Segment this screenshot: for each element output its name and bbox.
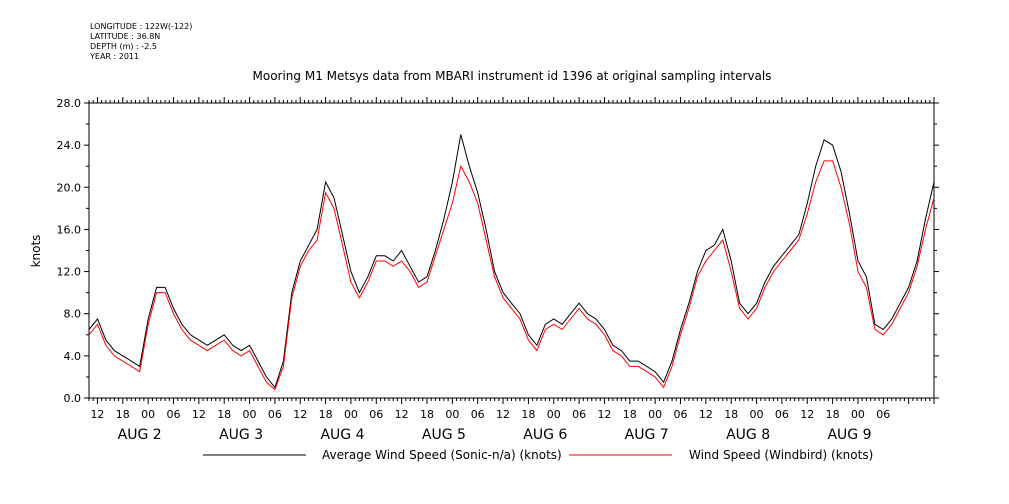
x-tick-label: 00 (243, 408, 257, 421)
latitude-text: LATITUDE : 36.8N (90, 32, 161, 41)
series-layer (88, 134, 935, 391)
y-tick-label: 8.0 (64, 308, 82, 321)
y-axis-label: knots (29, 235, 43, 268)
y-tick-label: 12.0 (57, 266, 82, 279)
x-tick-label: 12 (800, 408, 814, 421)
x-tick-label: 00 (344, 408, 358, 421)
x-tick-label: 12 (192, 408, 206, 421)
x-tick-label: 18 (217, 408, 231, 421)
x-day-label: AUG 5 (422, 427, 466, 443)
x-tick-label: 00 (648, 408, 662, 421)
x-tick-label: 06 (674, 408, 688, 421)
y-tick-label: 28.0 (57, 97, 82, 110)
y-tick-label: 4.0 (64, 350, 82, 363)
x-tick-label: 12 (597, 408, 611, 421)
y-tick-label: 20.0 (57, 181, 82, 194)
x-day-label: AUG 9 (827, 427, 871, 443)
x-tick-label: 18 (724, 408, 738, 421)
legend-label-average: Average Wind Speed (Sonic-n/a) (knots) (322, 448, 562, 462)
x-tick-label: 12 (395, 408, 409, 421)
legend-label-windbird: Wind Speed (Windbird) (knots) (689, 448, 873, 462)
x-tick-label: 18 (521, 408, 535, 421)
year-text: YEAR : 2011 (90, 52, 140, 61)
legend: Average Wind Speed (Sonic-n/a) (knots) W… (203, 448, 873, 462)
x-tick-label: 06 (775, 408, 789, 421)
x-day-label: AUG 6 (523, 427, 567, 443)
y-tick-label: 16.0 (57, 223, 82, 236)
series-line-windbird (88, 160, 935, 391)
x-tick-label: 06 (268, 408, 282, 421)
longitude-text: LONGITUDE : 122W(-122) (90, 22, 193, 31)
y-tick-label: 24.0 (57, 139, 82, 152)
x-tick-label: 12 (90, 408, 104, 421)
x-tick-label: 06 (471, 408, 485, 421)
x-tick-label: 00 (750, 408, 764, 421)
x-day-label: AUG 8 (726, 427, 770, 443)
x-tick-label: 06 (876, 408, 890, 421)
x-day-label: AUG 7 (625, 427, 669, 443)
plot-frame: 0.0 4.0 8.0 12.0 16.0 20.0 24.0 28.0 12 18 00 06 12 1… (57, 97, 939, 443)
plot-border (88, 102, 935, 399)
x-tick-label: 12 (496, 408, 510, 421)
series-line-average (88, 134, 935, 389)
x-tick-label: 18 (623, 408, 637, 421)
x-tick-label: 12 (699, 408, 713, 421)
x-tick-label: 18 (319, 408, 333, 421)
x-tick-label: 18 (826, 408, 840, 421)
x-tick-label: 06 (572, 408, 586, 421)
x-tick-label: 18 (420, 408, 434, 421)
x-tick-label: 06 (167, 408, 181, 421)
x-tick-label: 00 (547, 408, 561, 421)
depth-text: DEPTH (m) : -2.5 (90, 42, 157, 51)
x-tick-label: 00 (445, 408, 459, 421)
x-day-label: AUG 2 (118, 427, 162, 443)
x-tick-label: 00 (851, 408, 865, 421)
x-tick-label: 06 (369, 408, 383, 421)
x-day-label: AUG 3 (219, 427, 263, 443)
y-tick-label: 0.0 (64, 392, 82, 405)
x-tick-label: 00 (141, 408, 155, 421)
chart-title: Mooring M1 Metsys data from MBARI instru… (253, 69, 772, 83)
x-tick-label: 18 (116, 408, 130, 421)
x-day-label: AUG 4 (320, 427, 364, 443)
metadata-block: LONGITUDE : 122W(-122) LATITUDE : 36.8N … (90, 22, 192, 62)
x-tick-label: 12 (293, 408, 307, 421)
